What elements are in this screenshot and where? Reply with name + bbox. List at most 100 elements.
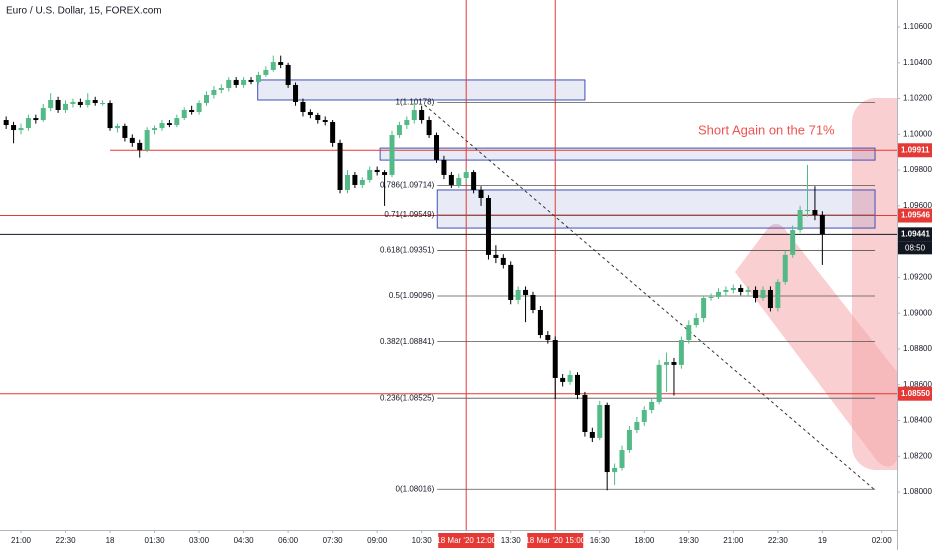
candle-body bbox=[589, 431, 595, 438]
candle-body bbox=[100, 103, 106, 105]
candle-body bbox=[359, 179, 365, 185]
time-tag-label: 18 Mar '20 15:00 bbox=[525, 536, 585, 545]
y-tick-label: 1.08400 bbox=[903, 416, 932, 425]
trendline bbox=[424, 104, 876, 491]
price-zone bbox=[379, 147, 876, 161]
price-tag bbox=[898, 386, 932, 401]
candle-body bbox=[77, 101, 83, 105]
price-zone bbox=[257, 79, 586, 101]
chart-title: Euro / U.S. Dollar, 15, FOREX.com bbox=[6, 6, 162, 17]
candle-body bbox=[404, 120, 410, 126]
candle-body bbox=[701, 298, 707, 319]
candle-body bbox=[3, 120, 9, 126]
y-tick-label: 1.08000 bbox=[903, 487, 932, 496]
candle-body bbox=[671, 362, 677, 365]
candle-body bbox=[426, 120, 432, 136]
candle-body bbox=[604, 404, 610, 473]
candle-body bbox=[597, 404, 603, 438]
candle-body bbox=[70, 101, 76, 104]
candle-body bbox=[723, 289, 729, 292]
price-axis-bg bbox=[897, 0, 932, 550]
candle-body bbox=[760, 289, 766, 299]
candle-body bbox=[166, 123, 172, 126]
time-tag-label: 18 Mar '20 12:00 bbox=[436, 536, 496, 545]
candle-body bbox=[307, 111, 313, 116]
candle-body bbox=[656, 364, 662, 402]
candle-body bbox=[233, 79, 239, 85]
candle-body bbox=[174, 118, 180, 126]
candle-body bbox=[18, 128, 24, 131]
candle-body bbox=[152, 128, 158, 131]
candle-body bbox=[337, 142, 343, 190]
candle-body bbox=[122, 125, 128, 138]
candle-body bbox=[315, 115, 321, 121]
x-tick-label: 21:00 bbox=[11, 536, 32, 545]
candle-body bbox=[278, 62, 284, 65]
candle-body bbox=[389, 135, 395, 175]
x-tick-label: 13:30 bbox=[501, 536, 522, 545]
candle-body bbox=[745, 289, 751, 292]
x-tick-label: 22:30 bbox=[56, 536, 77, 545]
candle-body bbox=[775, 281, 781, 309]
x-tick-label: 18 bbox=[106, 536, 115, 545]
candle-body bbox=[344, 174, 350, 190]
candle-body bbox=[159, 123, 165, 129]
price-tag bbox=[898, 227, 932, 242]
candle-body bbox=[456, 177, 462, 185]
annotation: Short Again on the 71% bbox=[698, 122, 835, 137]
candle-body bbox=[203, 94, 209, 104]
price-tag bbox=[898, 143, 932, 158]
x-tick-label: 04:30 bbox=[234, 536, 255, 545]
candle-body bbox=[374, 169, 380, 173]
y-tick-label: 1.09600 bbox=[903, 201, 932, 210]
candle-body bbox=[790, 230, 796, 255]
x-tick-label: 07:30 bbox=[323, 536, 344, 545]
fib-label: 0(1.08016) bbox=[396, 484, 435, 493]
price-tag-label: 1.09546 bbox=[901, 211, 930, 220]
candle-body bbox=[545, 335, 551, 341]
candle-body bbox=[819, 215, 825, 235]
candle-body bbox=[678, 340, 684, 365]
price-tag bbox=[898, 208, 932, 223]
candle-body bbox=[805, 209, 811, 211]
candle-body bbox=[448, 174, 454, 185]
candle-body bbox=[641, 409, 647, 422]
x-tick-label: 10:30 bbox=[412, 536, 433, 545]
candle-body bbox=[574, 374, 580, 395]
candle-body bbox=[485, 198, 491, 255]
candle-body bbox=[263, 69, 269, 75]
x-tick-label: 19:30 bbox=[679, 536, 700, 545]
candle-body bbox=[300, 101, 306, 112]
x-tick-label: 01:30 bbox=[145, 536, 166, 545]
time-tag bbox=[438, 533, 495, 548]
candle-body bbox=[241, 79, 247, 85]
countdown: 08:50 bbox=[905, 243, 926, 252]
y-tick-label: 1.08200 bbox=[903, 451, 932, 460]
candle-body bbox=[753, 289, 759, 299]
y-tick-label: 1.09800 bbox=[903, 165, 932, 174]
candle-body bbox=[144, 130, 150, 151]
countdown-tag bbox=[898, 241, 932, 255]
candle-body bbox=[85, 99, 91, 105]
candle-body bbox=[218, 88, 224, 90]
x-tick-label: 19 bbox=[818, 536, 827, 545]
candle-body bbox=[500, 257, 506, 265]
x-tick-label: 16:30 bbox=[590, 536, 611, 545]
x-tick-label: 18:00 bbox=[634, 536, 655, 545]
time-tag bbox=[527, 533, 584, 548]
price-zone bbox=[436, 189, 876, 229]
x-tick-label: 03:00 bbox=[189, 536, 210, 545]
x-tick-label: 22:30 bbox=[768, 536, 789, 545]
candle-body bbox=[25, 118, 31, 129]
candle-body bbox=[196, 103, 202, 112]
candle-body bbox=[137, 142, 143, 151]
candle-body bbox=[767, 289, 773, 309]
fib-label: 0.382(1.08841) bbox=[380, 337, 435, 346]
candle-body bbox=[48, 99, 54, 109]
candle-body bbox=[285, 64, 291, 85]
candle-body bbox=[664, 362, 670, 365]
candle-body bbox=[181, 110, 187, 119]
candle-body bbox=[478, 189, 484, 199]
